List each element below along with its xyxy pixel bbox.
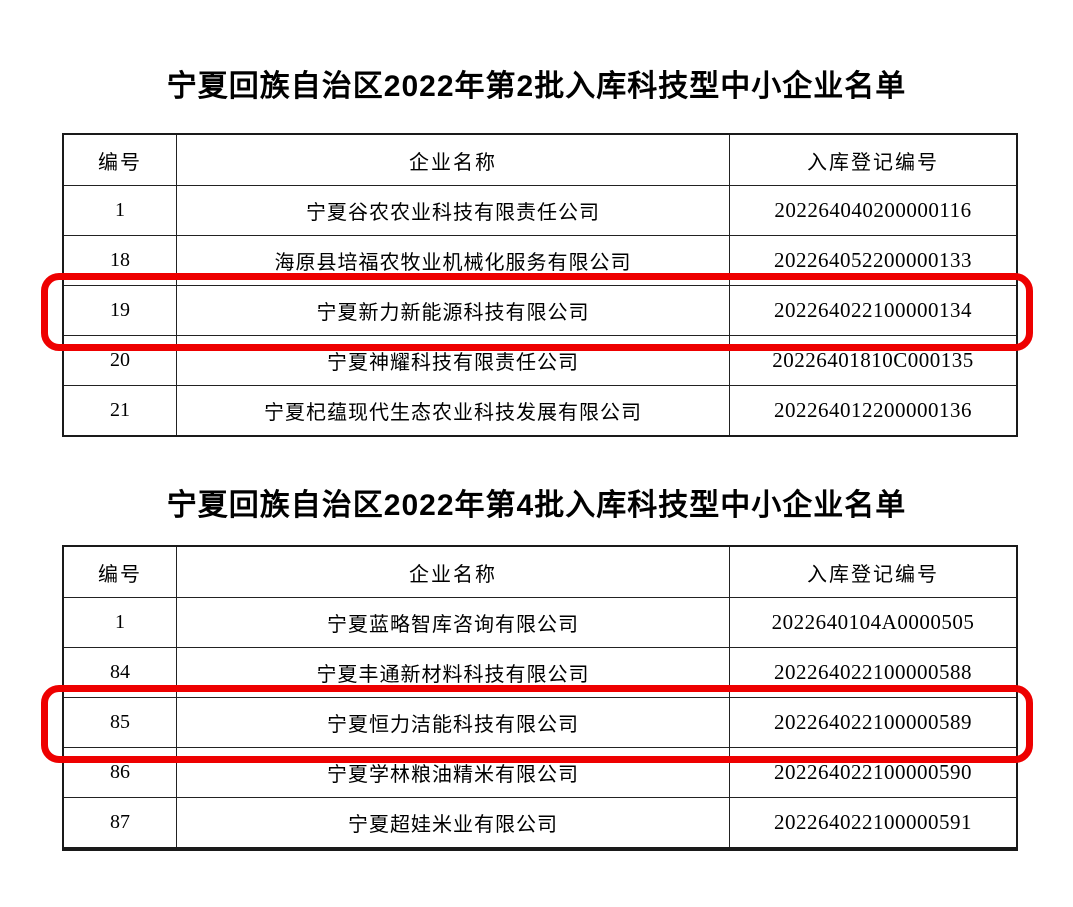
row-reg: 202264022100000590 bbox=[774, 760, 972, 784]
row-no: 84 bbox=[64, 648, 177, 697]
page-title-batch2: 宁夏回族自治区2022年第2批入库科技型中小企业名单 bbox=[166, 70, 907, 103]
column-header-registration-number: 入库登记编号 bbox=[807, 563, 939, 586]
row-company: 宁夏蓝略智库咨询有限公司 bbox=[177, 598, 730, 647]
table-row: 1 宁夏蓝略智库咨询有限公司 2022640104A0000505 bbox=[64, 597, 1016, 647]
row-company: 宁夏学林粮油精米有限公司 bbox=[177, 748, 730, 797]
row-company: 宁夏丰通新材料科技有限公司 bbox=[177, 648, 730, 697]
row-reg: 202264052200000133 bbox=[774, 248, 972, 272]
row-company: 宁夏神耀科技有限责任公司 bbox=[177, 336, 730, 385]
page-title-batch4: 宁夏回族自治区2022年第4批入库科技型中小企业名单 bbox=[166, 489, 907, 522]
table-row: 18 海原县培福农牧业机械化服务有限公司 202264052200000133 bbox=[64, 235, 1016, 285]
table-header-row: 编号 企业名称 入库登记编号 bbox=[64, 547, 1016, 597]
table-header-row: 编号 企业名称 入库登记编号 bbox=[64, 135, 1016, 185]
row-company: 宁夏新力新能源科技有限公司 bbox=[177, 286, 730, 335]
row-company: 宁夏超娃米业有限公司 bbox=[177, 798, 730, 847]
company-table-batch2: 编号 企业名称 入库登记编号 1 宁夏谷农农业科技有限责任公司 20226404… bbox=[41, 133, 1033, 437]
company-table-batch4: 编号 企业名称 入库登记编号 1 宁夏蓝略智库咨询有限公司 2022640104… bbox=[41, 545, 1033, 851]
row-no: 1 bbox=[64, 186, 177, 235]
row-no: 19 bbox=[64, 286, 177, 335]
row-reg: 202264012200000136 bbox=[774, 398, 972, 422]
table-row: 19 宁夏新力新能源科技有限公司 202264022100000134 bbox=[41, 273, 1033, 351]
column-header-company-name: 企业名称 bbox=[177, 135, 730, 185]
table-row: 84 宁夏丰通新材料科技有限公司 202264022100000588 bbox=[64, 647, 1016, 697]
table-row: 85 宁夏恒力洁能科技有限公司 202264022100000589 bbox=[41, 685, 1033, 763]
table-row: 21 宁夏杞蕴现代生态农业科技发展有限公司 202264012200000136 bbox=[64, 385, 1016, 435]
row-no: 1 bbox=[64, 598, 177, 647]
column-header-company-name: 企业名称 bbox=[177, 547, 730, 597]
table-row: 86 宁夏学林粮油精米有限公司 202264022100000590 bbox=[64, 747, 1016, 797]
column-header-number: 编号 bbox=[64, 547, 177, 597]
row-reg: 202264022100000588 bbox=[774, 660, 972, 684]
row-company: 宁夏杞蕴现代生态农业科技发展有限公司 bbox=[177, 386, 730, 435]
row-no: 85 bbox=[64, 698, 177, 747]
row-company: 宁夏恒力洁能科技有限公司 bbox=[177, 698, 730, 747]
table-row: 87 宁夏超娃米业有限公司 202264022100000591 bbox=[64, 797, 1016, 847]
row-no: 21 bbox=[64, 386, 177, 435]
row-reg: 202264022100000589 bbox=[774, 710, 972, 734]
column-header-number: 编号 bbox=[64, 135, 177, 185]
table-row: 1 宁夏谷农农业科技有限责任公司 202264040200000116 bbox=[64, 185, 1016, 235]
row-reg: 202264022100000134 bbox=[774, 298, 972, 322]
row-reg: 2022640104A0000505 bbox=[771, 610, 975, 634]
row-reg: 20226401810C000135 bbox=[772, 348, 974, 372]
row-no: 87 bbox=[64, 798, 177, 847]
row-no: 20 bbox=[64, 336, 177, 385]
table-row: 20 宁夏神耀科技有限责任公司 20226401810C000135 bbox=[64, 335, 1016, 385]
row-reg: 202264040200000116 bbox=[774, 198, 972, 222]
row-no: 86 bbox=[64, 748, 177, 797]
row-reg: 202264022100000591 bbox=[774, 810, 972, 834]
column-header-registration-number: 入库登记编号 bbox=[807, 151, 939, 174]
row-no: 18 bbox=[64, 236, 177, 285]
row-company: 宁夏谷农农业科技有限责任公司 bbox=[177, 186, 730, 235]
row-company: 海原县培福农牧业机械化服务有限公司 bbox=[177, 236, 730, 285]
